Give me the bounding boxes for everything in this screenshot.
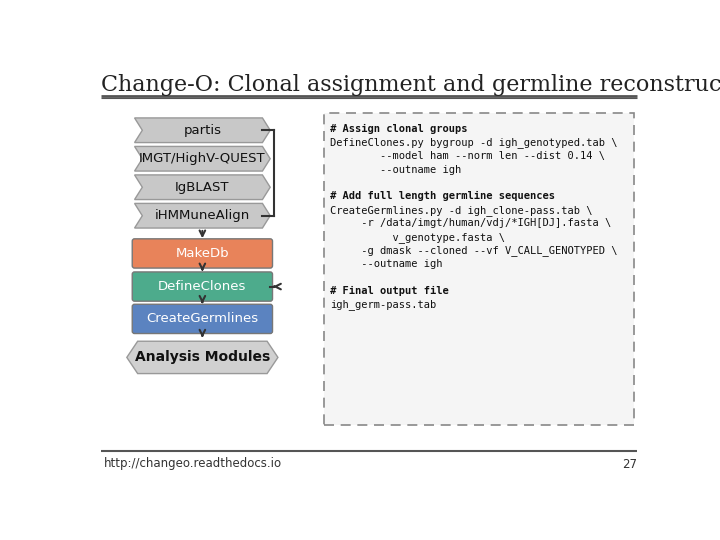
Text: # Final output file: # Final output file	[330, 286, 449, 296]
Bar	[324, 113, 634, 425]
Text: --model ham --norm len --dist 0.14 \: --model ham --norm len --dist 0.14 \	[330, 151, 606, 161]
FancyBboxPatch shape	[132, 272, 272, 301]
Text: -g dmask --cloned --vf V_CALL_GENOTYPED \: -g dmask --cloned --vf V_CALL_GENOTYPED …	[330, 245, 618, 256]
FancyBboxPatch shape	[132, 239, 272, 268]
Text: -r /data/imgt/human/vdj/*IGH[DJ].fasta \: -r /data/imgt/human/vdj/*IGH[DJ].fasta \	[330, 218, 611, 228]
Text: # Add full length germline sequences: # Add full length germline sequences	[330, 192, 555, 201]
Text: IMGT/HighV-QUEST: IMGT/HighV-QUEST	[139, 152, 266, 165]
Text: DefineClones.py bygroup -d igh_genotyped.tab \: DefineClones.py bygroup -d igh_genotyped…	[330, 138, 618, 148]
Text: 27: 27	[622, 457, 637, 470]
Text: partis: partis	[184, 124, 221, 137]
Polygon shape	[135, 204, 270, 228]
Text: DefineClones: DefineClones	[158, 280, 246, 293]
Text: igh_germ-pass.tab: igh_germ-pass.tab	[330, 299, 436, 310]
Text: CreateGermlines: CreateGermlines	[146, 313, 258, 326]
Text: Analysis Modules: Analysis Modules	[135, 350, 270, 365]
Polygon shape	[135, 146, 270, 171]
Text: iHMMuneAlign: iHMMuneAlign	[155, 209, 250, 222]
Polygon shape	[127, 341, 278, 374]
FancyBboxPatch shape	[132, 304, 272, 334]
Polygon shape	[135, 118, 270, 143]
Text: MakeDb: MakeDb	[176, 247, 229, 260]
Text: CreateGermlines.py -d igh_clone-pass.tab \: CreateGermlines.py -d igh_clone-pass.tab…	[330, 205, 593, 216]
Text: # Assign clonal groups: # Assign clonal groups	[330, 124, 468, 134]
Text: http://changeo.readthedocs.io: http://changeo.readthedocs.io	[104, 457, 282, 470]
Text: --outname igh: --outname igh	[330, 259, 443, 269]
Text: IgBLAST: IgBLAST	[175, 181, 230, 194]
Text: Change-O: Clonal assignment and germline reconstruction: Change-O: Clonal assignment and germline…	[101, 74, 720, 96]
Polygon shape	[135, 175, 270, 200]
Text: v_genotype.fasta \: v_genotype.fasta \	[330, 232, 505, 243]
Text: --outname igh: --outname igh	[330, 165, 462, 174]
